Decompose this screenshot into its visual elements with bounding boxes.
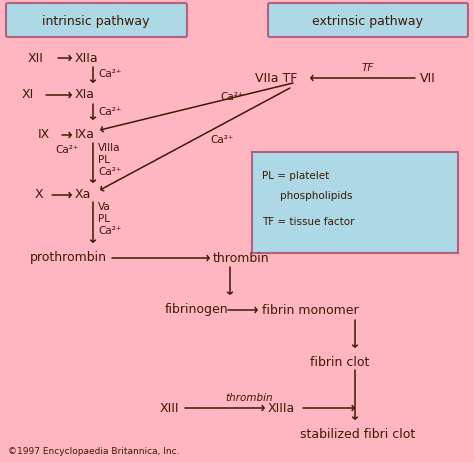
Text: Ca²⁺: Ca²⁺ bbox=[98, 107, 121, 117]
Text: XIII: XIII bbox=[160, 401, 180, 414]
Text: XIa: XIa bbox=[75, 89, 95, 102]
Text: PL: PL bbox=[98, 214, 110, 224]
FancyBboxPatch shape bbox=[252, 152, 458, 253]
Text: TF = tissue factor: TF = tissue factor bbox=[262, 217, 355, 227]
Text: PL = platelet: PL = platelet bbox=[262, 171, 329, 181]
Text: intrinsic pathway: intrinsic pathway bbox=[42, 14, 150, 28]
Text: PL: PL bbox=[98, 155, 110, 165]
Text: ©1997 Encyclopaedia Britannica, Inc.: ©1997 Encyclopaedia Britannica, Inc. bbox=[8, 448, 180, 456]
Text: stabilized fibri clot: stabilized fibri clot bbox=[300, 428, 415, 442]
Text: fibrin clot: fibrin clot bbox=[310, 355, 369, 369]
Text: Ca²⁺: Ca²⁺ bbox=[210, 135, 233, 145]
Text: extrinsic pathway: extrinsic pathway bbox=[312, 14, 423, 28]
Text: VIIIa: VIIIa bbox=[98, 143, 120, 153]
FancyBboxPatch shape bbox=[268, 3, 468, 37]
FancyBboxPatch shape bbox=[6, 3, 187, 37]
Text: phospholipids: phospholipids bbox=[280, 191, 353, 201]
Text: VIIa TF: VIIa TF bbox=[255, 72, 297, 85]
Text: Ca²⁺: Ca²⁺ bbox=[98, 167, 121, 177]
Text: Ca²⁺: Ca²⁺ bbox=[98, 69, 121, 79]
Text: Ca²⁺: Ca²⁺ bbox=[220, 92, 243, 102]
Text: IX: IX bbox=[38, 128, 50, 141]
Text: fibrinogen: fibrinogen bbox=[165, 304, 228, 316]
Text: thrombin: thrombin bbox=[213, 251, 270, 265]
Text: IXa: IXa bbox=[75, 128, 95, 141]
Text: VII: VII bbox=[420, 72, 436, 85]
Text: XII: XII bbox=[28, 51, 44, 65]
Text: X: X bbox=[35, 188, 44, 201]
Text: fibrin monomer: fibrin monomer bbox=[262, 304, 359, 316]
Text: Va: Va bbox=[98, 202, 111, 212]
Text: Ca²⁺: Ca²⁺ bbox=[55, 145, 78, 155]
Text: XIIIa: XIIIa bbox=[268, 401, 295, 414]
Text: Ca²⁺: Ca²⁺ bbox=[98, 226, 121, 236]
Text: prothrombin: prothrombin bbox=[30, 251, 107, 265]
Text: Xa: Xa bbox=[75, 188, 91, 201]
Text: XIIa: XIIa bbox=[75, 51, 99, 65]
Text: XI: XI bbox=[22, 89, 34, 102]
Text: thrombin: thrombin bbox=[225, 393, 273, 403]
Text: TF: TF bbox=[362, 63, 374, 73]
